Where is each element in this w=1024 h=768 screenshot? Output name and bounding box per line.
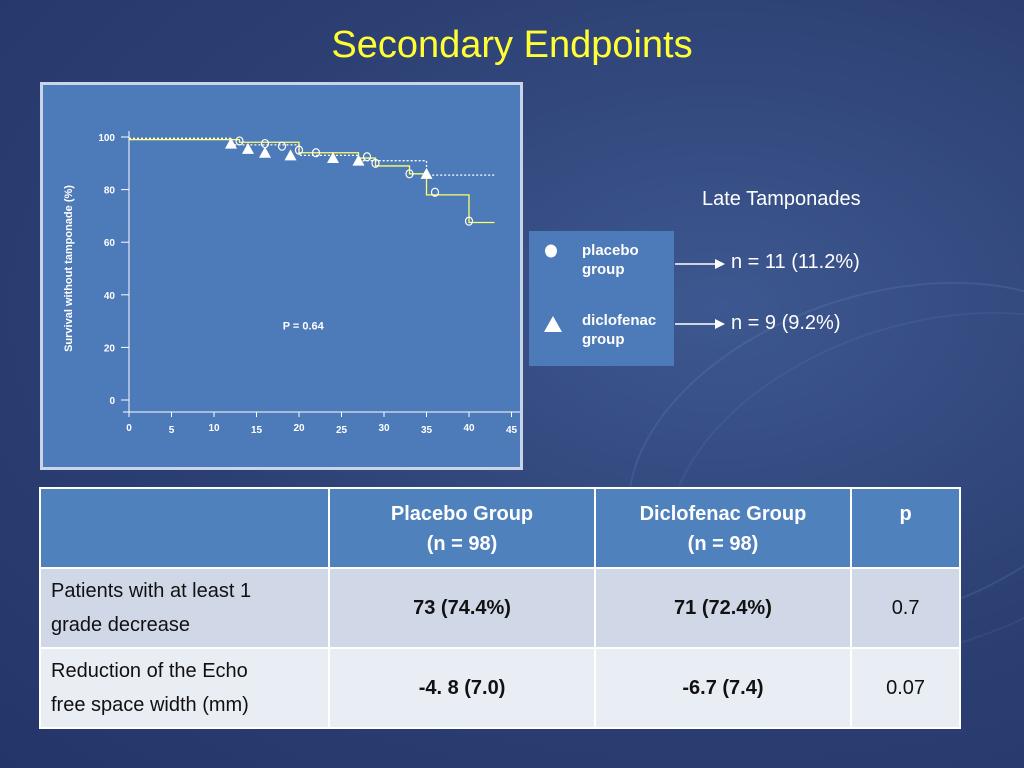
x-tick-label: 35: [421, 425, 433, 436]
placebo-censor-marker: [277, 141, 287, 151]
x-tick-label: 0: [126, 423, 132, 434]
x-tick-label: 15: [251, 425, 263, 436]
slide-title: Secondary Endpoints: [331, 24, 693, 66]
placebo-censor-marker: [311, 148, 321, 158]
late-tamponades-title: Late Tamponades: [702, 188, 861, 210]
x-tick-label: 25: [336, 425, 348, 436]
arrow-icon: [675, 259, 725, 269]
y-axis-label: Survival without tamponade (%): [63, 185, 75, 352]
y-tick-label: 20: [104, 343, 116, 354]
placebo-censor-marker: [430, 187, 440, 197]
cell-placebo: 73 (74.4%): [328, 567, 596, 649]
table-header-empty: [38, 487, 331, 569]
x-tick-label: 20: [293, 423, 305, 434]
placebo-censor-marker: [294, 145, 304, 155]
diclofenac-censor-marker: [284, 149, 297, 161]
y-tick-label: 40: [104, 291, 116, 302]
y-tick-label: 60: [104, 238, 116, 249]
cell-diclofenac: -6.7 (7.4): [593, 647, 853, 729]
row-label-line: Patients with at least 1: [51, 580, 252, 602]
header-line: (n = 98): [426, 533, 498, 555]
survival-chart-svg: 100 80 60 40 20 0 0 5 10 15 20 25 30 35 40 45 Survival w…: [63, 131, 520, 436]
legend-label-line: group: [582, 261, 625, 278]
x-tick-label: 40: [463, 423, 475, 434]
survival-chart: 100 80 60 40 20 0 0 5 10 15 20 25 30 35 40 45 Survival w…: [40, 82, 523, 470]
row-label: Reduction of the Echo free space width (…: [38, 647, 331, 729]
legend-item-placebo: placebo group: [582, 241, 674, 279]
cell-p: 0.7: [850, 567, 961, 649]
p-value-annotation: P = 0.64: [283, 320, 325, 332]
circle-icon: [545, 244, 557, 258]
legend: placebo group diclofenac group: [529, 231, 674, 366]
header-line: (n = 98): [687, 533, 759, 555]
diclofenac-survival-line: [129, 137, 495, 176]
legend-label-line: diclofenac: [582, 312, 657, 329]
diclofenac-censor-marker: [420, 167, 433, 179]
y-tick-label: 0: [109, 396, 115, 407]
placebo-censor-marker: [464, 216, 474, 226]
x-tick-label: 10: [208, 423, 220, 434]
table-row: Reduction of the Echo free space width (…: [38, 647, 961, 729]
placebo-censor-marker: [371, 158, 380, 168]
late-tamponades-diclofenac: n = 9 (9.2%): [731, 312, 841, 334]
table-header-p: p: [850, 487, 961, 569]
placebo-censor-marker: [235, 136, 244, 146]
header-line: p: [899, 503, 912, 525]
x-tick-label: 5: [169, 425, 175, 436]
placebo-censor-marker: [362, 152, 372, 162]
cell-diclofenac: 71 (72.4%): [593, 567, 853, 649]
y-tick-label: 80: [104, 186, 116, 197]
diclofenac-censor-marker: [352, 154, 365, 166]
diclofenac-censor-marker: [225, 137, 237, 149]
placebo-survival-line: [129, 138, 495, 224]
row-label-line: Reduction of the Echo: [51, 660, 248, 682]
table-header-row: Placebo Group (n = 98) Diclofenac Group …: [38, 487, 961, 569]
triangle-icon: [544, 316, 562, 332]
table-header-placebo: Placebo Group (n = 98): [328, 487, 596, 569]
arrow-icon: [675, 319, 725, 329]
header-line: Placebo Group: [390, 503, 534, 525]
table-header-diclofenac: Diclofenac Group (n = 98): [593, 487, 853, 569]
late-tamponades-placebo: n = 11 (11.2%): [731, 251, 860, 273]
placebo-censor-marker: [405, 169, 414, 179]
table-row: Patients with at least 1 grade decrease …: [38, 567, 961, 649]
diclofenac-censor-marker: [242, 142, 254, 154]
x-tick-label: 30: [378, 423, 390, 434]
placebo-censor-marker: [260, 138, 270, 149]
x-tick-label: 45: [506, 425, 518, 436]
y-tick-label: 100: [98, 133, 115, 144]
row-label-line: free space width (mm): [51, 694, 249, 716]
diclofenac-censor-marker: [259, 146, 271, 158]
row-label-line: grade decrease: [51, 614, 190, 636]
cell-placebo: -4. 8 (7.0): [328, 647, 596, 729]
header-line: Diclofenac Group: [639, 503, 807, 525]
diclofenac-censor-marker: [327, 152, 339, 164]
row-label: Patients with at least 1 grade decrease: [38, 567, 331, 649]
legend-label-line: placebo: [582, 242, 639, 259]
cell-p: 0.07: [850, 647, 961, 729]
results-table: Placebo Group (n = 98) Diclofenac Group …: [38, 487, 961, 729]
legend-item-diclofenac: diclofenac group: [582, 311, 674, 349]
legend-label-line: group: [582, 331, 625, 348]
